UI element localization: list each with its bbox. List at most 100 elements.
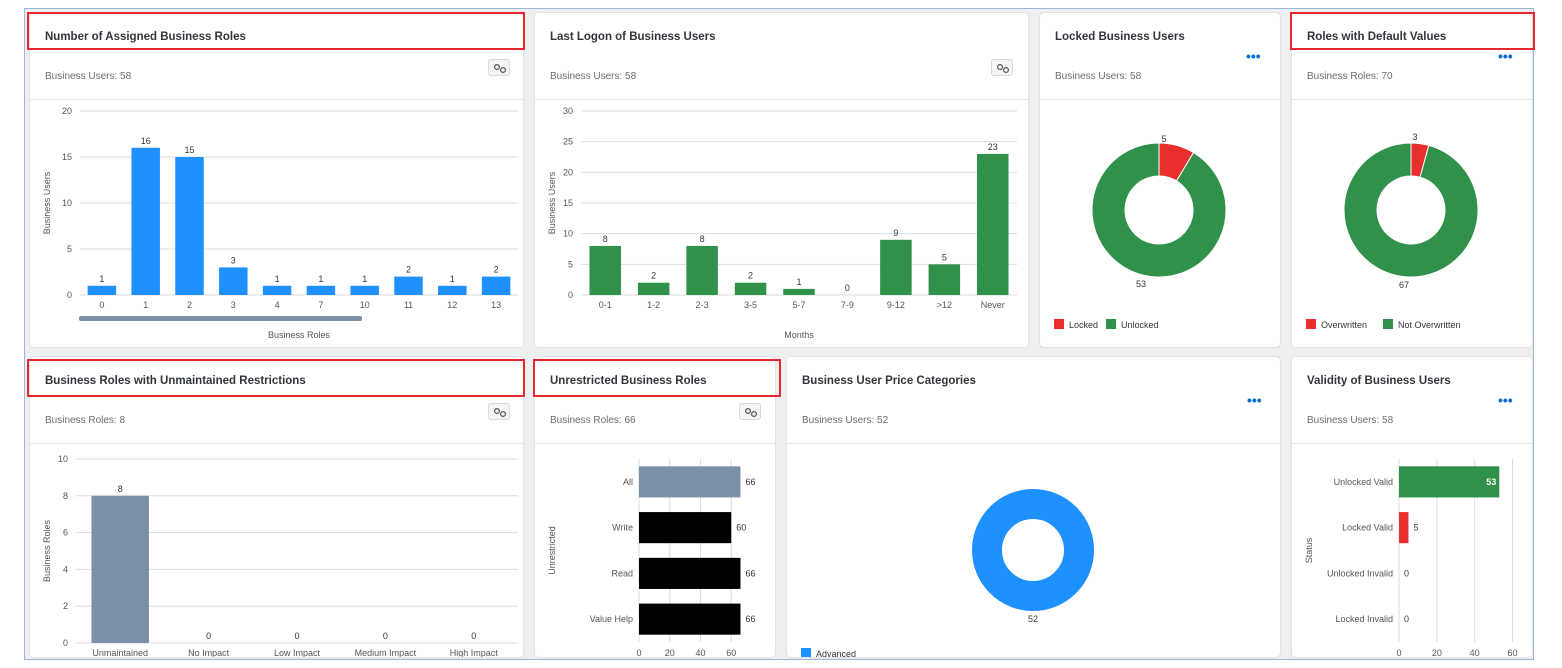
card-validity-users[interactable]: Validity of Business Users Business User… xyxy=(1292,357,1532,657)
y-tick-label: Locked Invalid xyxy=(1335,614,1393,624)
bar xyxy=(175,157,204,295)
data-label: 16 xyxy=(141,136,151,146)
card-subtitle: Business Users: 58 xyxy=(1055,71,1142,82)
bar xyxy=(1399,466,1500,498)
legend-swatch xyxy=(1054,319,1064,329)
y-tick-label: 30 xyxy=(563,106,573,116)
y-axis-label: Business Users xyxy=(547,171,557,234)
settings-gear-icon[interactable] xyxy=(739,403,761,420)
data-label: 3 xyxy=(231,255,236,265)
y-axis-label: Business Roles xyxy=(42,519,52,582)
y-tick-label: Read xyxy=(611,568,633,578)
card-subtitle: Business Roles: 70 xyxy=(1307,71,1393,82)
card-unrestricted-roles[interactable]: Unrestricted Business Roles Business Rol… xyxy=(535,357,775,657)
y-tick-label: 10 xyxy=(62,198,72,208)
bar xyxy=(637,282,670,295)
y-tick-label: Write xyxy=(612,523,633,533)
legend-label: Overwritten xyxy=(1321,320,1367,330)
data-label: 1 xyxy=(796,277,801,287)
card-subtitle: Business Roles: 8 xyxy=(45,415,126,426)
data-label: 0 xyxy=(471,631,476,641)
x-tick-label: 40 xyxy=(695,648,705,657)
y-tick-label: 6 xyxy=(63,528,68,538)
data-label: 2 xyxy=(651,271,656,281)
card-default-values[interactable]: Roles with Default Values Business Roles… xyxy=(1292,13,1532,347)
x-tick-label: 2-3 xyxy=(696,300,709,310)
data-label: 1 xyxy=(318,274,323,284)
data-label: 1 xyxy=(99,274,104,284)
x-tick-label: 3 xyxy=(231,300,236,310)
x-tick-label: Low Impact xyxy=(274,648,321,657)
legend-label: Unlocked xyxy=(1121,320,1159,330)
x-tick-label: Unmaintained xyxy=(92,648,148,657)
x-axis-label: Business Roles xyxy=(268,330,331,340)
bar xyxy=(639,512,732,544)
bar xyxy=(639,466,741,498)
card-assigned-roles[interactable]: Number of Assigned Business Roles Busine… xyxy=(30,13,523,347)
card-last-logon[interactable]: Last Logon of Business Users Business Us… xyxy=(535,13,1028,347)
y-tick-label: 8 xyxy=(63,491,68,501)
x-tick-label: 7 xyxy=(318,300,323,310)
x-tick-label: 12 xyxy=(447,300,457,310)
card-locked-users[interactable]: Locked Business Users Business Users: 58… xyxy=(1040,13,1280,347)
settings-gear-icon[interactable] xyxy=(488,59,510,76)
y-tick-label: 10 xyxy=(58,454,68,464)
pie-slice xyxy=(1343,142,1479,278)
settings-gear-icon[interactable] xyxy=(488,403,510,420)
more-dots-icon[interactable]: ••• xyxy=(1498,48,1513,64)
horizontal-scrollbar xyxy=(79,316,362,321)
card-title: Roles with Default Values xyxy=(1307,31,1447,43)
x-tick-label: 1 xyxy=(143,300,148,310)
data-label: 5 xyxy=(1161,134,1166,144)
more-dots-icon[interactable]: ••• xyxy=(1498,392,1513,408)
y-tick-label: Locked Valid xyxy=(1342,523,1393,533)
bar xyxy=(589,245,621,295)
y-tick-label: 10 xyxy=(563,229,573,239)
y-tick-label: Unlocked Invalid xyxy=(1327,568,1393,578)
chart-unmaintained: 0 2 4 6 8 10 8 Unmaintained 0 No Impact 0 Low Impac… xyxy=(42,454,518,657)
data-label: 53 xyxy=(1136,279,1146,289)
chart-validity: 0 20 40 60 Unlocked Valid 53 Locked Valid 5 Unlo… xyxy=(1304,459,1518,657)
data-label: 0 xyxy=(206,631,211,641)
y-tick-label: 20 xyxy=(62,106,72,116)
card-unmaintained-restrictions[interactable]: Business Roles with Unmaintained Restric… xyxy=(30,357,523,657)
y-tick-label: 2 xyxy=(63,601,68,611)
settings-gear-icon[interactable] xyxy=(991,59,1013,76)
more-dots-icon[interactable]: ••• xyxy=(1247,392,1262,408)
pie-slice xyxy=(1091,142,1227,278)
x-tick-label: 4 xyxy=(275,300,280,310)
card-title: Business User Price Categories xyxy=(802,375,976,387)
legend-label: Not Overwritten xyxy=(1398,320,1461,330)
card-subtitle: Business Users: 58 xyxy=(1307,415,1394,426)
chart-assigned: 0510152010161152331417110211112213Busine… xyxy=(42,106,518,340)
y-tick-label: 5 xyxy=(568,259,573,269)
data-label: 1 xyxy=(362,274,367,284)
x-tick-label: 10 xyxy=(360,300,370,310)
more-dots-icon[interactable]: ••• xyxy=(1246,48,1261,64)
card-title: Validity of Business Users xyxy=(1307,375,1451,387)
y-tick-label: 0 xyxy=(63,638,68,648)
y-tick-label: Value Help xyxy=(590,614,633,624)
bar xyxy=(928,264,961,295)
bar xyxy=(87,285,117,295)
x-tick-label: 3-5 xyxy=(744,300,757,310)
x-tick-label: 0 xyxy=(99,300,104,310)
legend-label: Locked xyxy=(1069,320,1098,330)
data-label: 66 xyxy=(745,477,755,487)
legend-swatch xyxy=(1306,319,1316,329)
data-label: 8 xyxy=(603,234,608,244)
data-label: 0 xyxy=(294,631,299,641)
card-price-categories[interactable]: Business User Price Categories Business … xyxy=(787,357,1280,657)
card-title: Locked Business Users xyxy=(1055,31,1185,43)
bar xyxy=(734,282,767,295)
x-tick-label: Never xyxy=(981,300,1005,310)
x-tick-label: 9-12 xyxy=(887,300,905,310)
x-tick-label: 0 xyxy=(1396,648,1401,657)
data-label: 60 xyxy=(736,523,746,533)
y-tick-label: 0 xyxy=(568,290,573,300)
data-label: 5 xyxy=(1413,523,1418,533)
x-tick-label: 20 xyxy=(665,648,675,657)
highlight-box xyxy=(1290,12,1535,50)
data-label: 2 xyxy=(494,265,499,275)
data-label: 15 xyxy=(184,145,194,155)
